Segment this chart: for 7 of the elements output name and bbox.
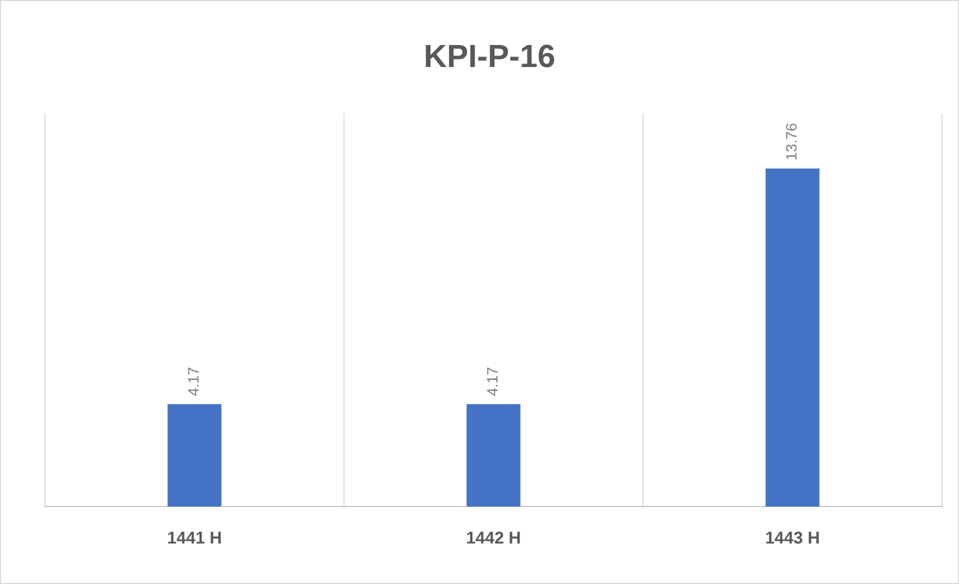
x-tick-label: 1442 H [466, 528, 521, 548]
x-tick-label: 1443 H [765, 528, 820, 548]
chart-title: KPI-P-16 [424, 38, 556, 74]
data-label: 4.17 [186, 366, 203, 396]
data-label: 13.76 [784, 122, 801, 160]
x-tick-label: 1441 H [167, 528, 222, 548]
data-label: 4.17 [484, 366, 502, 396]
